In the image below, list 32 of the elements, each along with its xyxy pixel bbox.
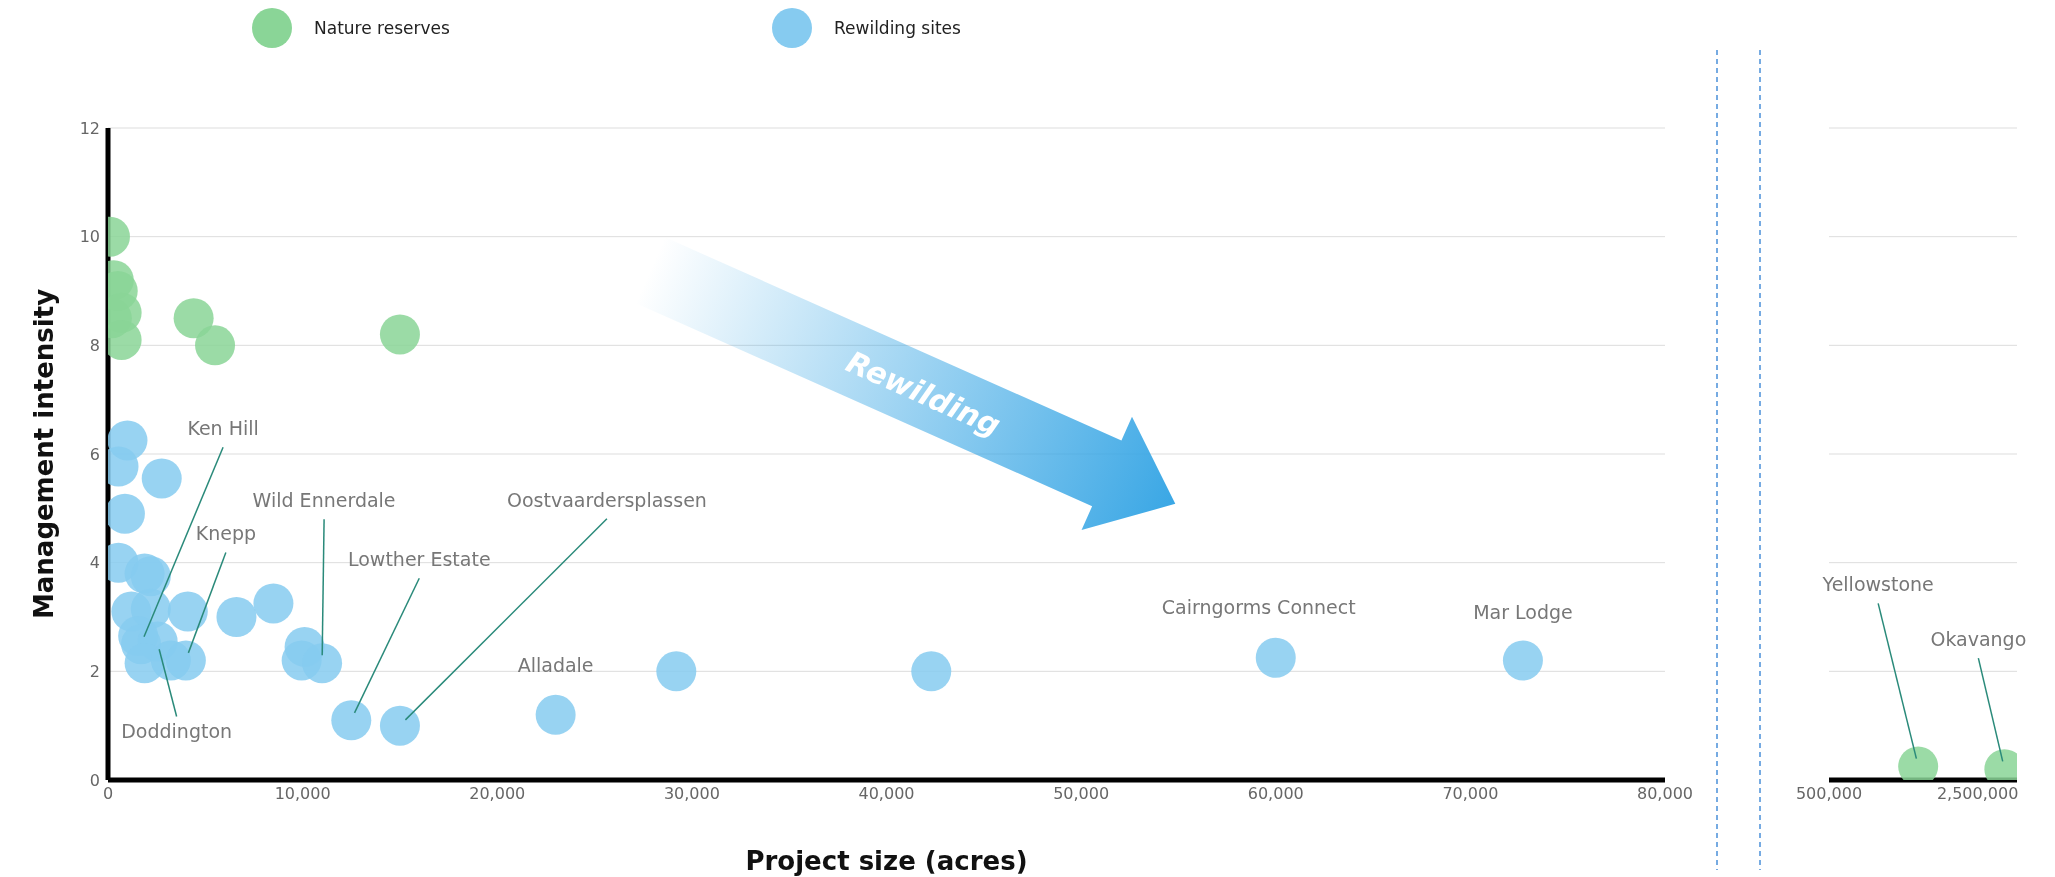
annotation: Doddington <box>121 720 233 743</box>
y-tick-label: 2 <box>89 662 100 682</box>
y-tick-label: 0 <box>89 770 100 790</box>
annotation: Wild Ennerdale <box>252 489 396 512</box>
x-tick-label: 60,000 <box>1247 784 1304 804</box>
annotation: Yellowstone <box>1821 573 1934 596</box>
x-tick-label: 500,000 <box>1795 784 1863 804</box>
x-tick-label: 70,000 <box>1442 784 1499 804</box>
x-tick-label: 0 <box>102 784 114 804</box>
y-tick-label: 10 <box>79 227 100 247</box>
annotation: Lowther Estate <box>347 548 491 571</box>
y-tick-label: 4 <box>89 553 100 573</box>
x-tick-label: 30,000 <box>663 784 720 804</box>
annotation: Alladale <box>517 653 594 676</box>
y-axis-title: Management intensity <box>29 288 60 620</box>
annotation: Knepp <box>195 522 257 545</box>
x-axis-title: Project size (acres) <box>745 846 1028 876</box>
annotation: Cairngorms Connect <box>1161 595 1356 618</box>
y-tick-label: 12 <box>79 118 100 138</box>
x-tick-label: 10,000 <box>274 784 331 804</box>
annotation: Ken Hill <box>187 417 259 440</box>
annotation: Okavango <box>1930 628 2027 651</box>
y-tick-label: 8 <box>89 336 100 356</box>
legend-label: Nature reserves <box>314 18 450 38</box>
y-tick-label: 6 <box>89 444 100 464</box>
annotation: Mar Lodge <box>1473 601 1573 624</box>
x-tick-label: 50,000 <box>1053 784 1110 804</box>
legend-label: Rewilding sites <box>834 18 961 38</box>
x-tick-label: 80,000 <box>1637 784 1693 804</box>
x-tick-label: 20,000 <box>469 784 526 804</box>
x-tick-label: 2,500,000 <box>1936 784 2019 804</box>
x-tick-label: 40,000 <box>858 784 915 804</box>
